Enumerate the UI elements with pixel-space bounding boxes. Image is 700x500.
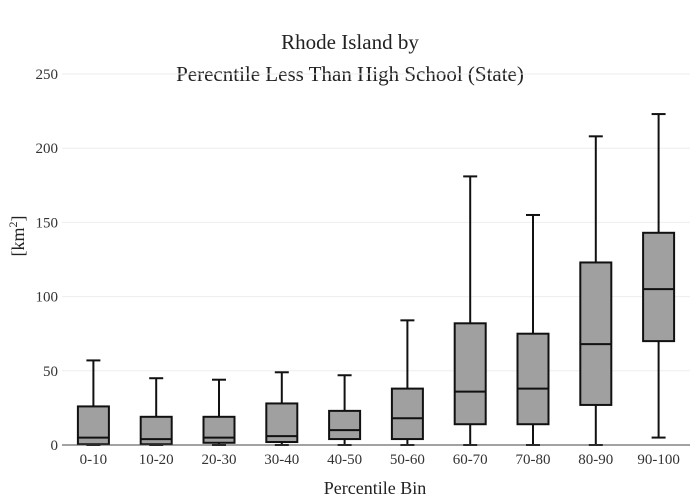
y-axis-title: [km2]	[6, 216, 28, 257]
iqr-box	[76, 405, 110, 446]
box-20-30	[202, 378, 236, 446]
y-axis-ticks: 0 50 100 150 200 250	[36, 67, 59, 454]
y-tick-label: 100	[36, 290, 59, 306]
y-tick-label: 150	[36, 215, 59, 231]
box-90-100	[642, 113, 676, 439]
x-axis-title: Percentile Bin	[324, 478, 426, 498]
box-10-20	[139, 377, 173, 446]
x-tick-label: 20-30	[202, 452, 237, 468]
boxes	[76, 113, 676, 446]
y-tick-label: 200	[36, 141, 59, 157]
x-axis-ticks: 0-10 10-20 20-30 30-40 40-50 50-60 60-70 70-80 8…	[80, 452, 680, 468]
x-tick-label: 10-20	[139, 452, 174, 468]
x-tick-label: 70-80	[516, 452, 551, 468]
x-tick-label: 80-90	[578, 452, 613, 468]
iqr-box	[579, 261, 613, 406]
x-tick-label: 40-50	[327, 452, 362, 468]
x-tick-label: 60-70	[453, 452, 488, 468]
box-30-40	[265, 371, 299, 446]
x-tick-label: 90-100	[637, 452, 680, 468]
y-tick-label: 0	[51, 438, 59, 454]
iqr-box	[390, 387, 424, 441]
iqr-box	[642, 231, 676, 343]
iqr-box	[516, 332, 550, 426]
y-tick-label: 250	[36, 67, 59, 83]
iqr-box	[328, 409, 362, 441]
x-tick-label: 30-40	[264, 452, 299, 468]
y-axis-title-sup: 2	[6, 222, 20, 228]
iqr-box	[202, 415, 236, 444]
x-tick-label: 50-60	[390, 452, 425, 468]
box-50-60	[390, 319, 424, 446]
box-0-10	[76, 359, 110, 446]
iqr-box	[139, 415, 173, 446]
iqr-box	[453, 322, 487, 426]
box-60-70	[453, 175, 487, 446]
box-70-80	[516, 213, 550, 446]
y-tick-label: 50	[43, 364, 58, 380]
y-axis-title-close: ]	[8, 216, 28, 222]
x-tick-label: 0-10	[80, 452, 108, 468]
y-axis-title-main: [km	[8, 228, 28, 257]
box-80-90	[579, 135, 613, 446]
chart-title-line1: Rhode Island by	[281, 30, 419, 54]
box-40-50	[328, 374, 362, 446]
